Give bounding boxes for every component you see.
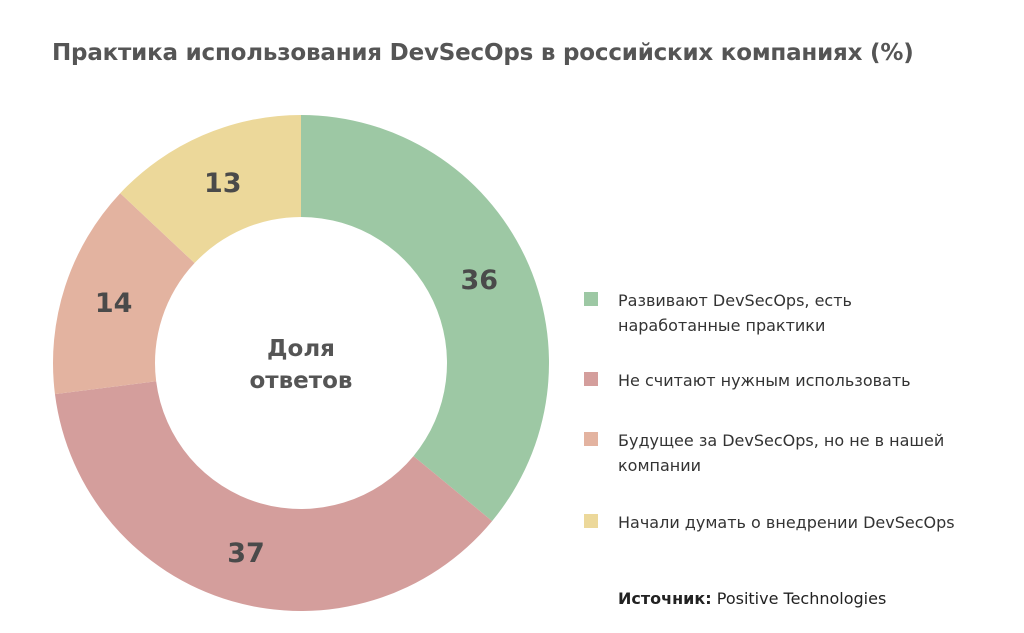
legend-label: Не считают нужным использовать bbox=[618, 371, 911, 390]
slice-value-label: 36 bbox=[460, 265, 498, 296]
source-prefix: Источник: bbox=[618, 589, 712, 608]
slice-started-thinking bbox=[120, 115, 301, 264]
chart-title: Практика использования DevSecOps в росси… bbox=[52, 40, 914, 66]
slice-future bbox=[53, 193, 195, 395]
legend-item-started-thinking: Начали думать о внедрении DevSecOps bbox=[584, 510, 968, 535]
slice-value-label: 37 bbox=[227, 538, 265, 569]
legend-swatch bbox=[584, 292, 598, 306]
source-text: Positive Technologies bbox=[716, 589, 887, 608]
slice-value-label: 13 bbox=[204, 168, 242, 199]
legend-swatch bbox=[584, 514, 598, 528]
legend-label: Будущее за DevSecOps, но не в нашей комп… bbox=[618, 431, 945, 475]
legend-label: Начали думать о внедрении DevSecOps bbox=[618, 513, 955, 532]
legend-label: Развивают DevSecOps, есть наработанные п… bbox=[618, 291, 852, 335]
slice-not-needed bbox=[54, 381, 493, 611]
legend-item-not-needed: Не считают нужным использовать bbox=[584, 368, 968, 393]
center-label-line2: ответов bbox=[250, 368, 353, 394]
slice-value-label: 14 bbox=[95, 288, 133, 319]
legend-item-future: Будущее за DevSecOps, но не в нашей комп… bbox=[584, 428, 968, 478]
center-label-line1: Доля bbox=[267, 336, 335, 362]
legend-swatch bbox=[584, 372, 598, 386]
source-note: Источник: Positive Technologies bbox=[618, 589, 886, 608]
slice-developing bbox=[301, 115, 550, 522]
legend-swatch bbox=[584, 432, 598, 446]
legend-item-developing: Развивают DevSecOps, есть наработанные п… bbox=[584, 288, 968, 338]
